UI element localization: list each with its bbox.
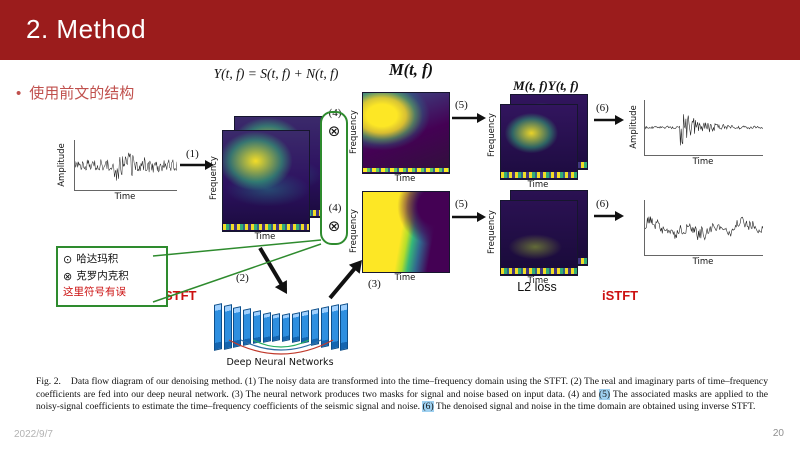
- page-number: 20: [772, 428, 784, 439]
- masked-bottom-frequency-axis-label: Frequency: [487, 210, 497, 254]
- arrow-step-2: [258, 246, 287, 294]
- output-top-time-axis-label: Time: [692, 157, 714, 167]
- step-1-label: (1): [186, 148, 199, 160]
- arrow-step-6-top: [594, 115, 624, 125]
- arrow-step-5-bottom: [452, 212, 486, 222]
- stft-frequency-axis-label: Frequency: [209, 156, 219, 200]
- formula-mask: M(t, f): [389, 60, 433, 79]
- input-amplitude-axis-label: Amplitude: [57, 143, 67, 187]
- bullet-marker: •: [16, 85, 22, 102]
- hadamard-product-icon: ⊙: [63, 253, 73, 266]
- l2-loss-label: L2 loss: [517, 280, 557, 294]
- noise-mask-image: [362, 191, 450, 273]
- slide-date: 2022/9/7: [14, 429, 53, 440]
- step-6-label-top: (6): [596, 102, 609, 114]
- step-6-label-bottom: (6): [596, 198, 609, 210]
- masked-top-time-axis-label: Time: [527, 180, 549, 190]
- masked-bottom-time-axis-label: Time: [527, 276, 549, 286]
- step-2-label: (2): [236, 272, 249, 284]
- mask-top-time-axis-label: Time: [394, 174, 416, 184]
- bullet-text: 使用前文的结构: [29, 85, 135, 102]
- legend-box: ⊙ 哈达玛积 ⊗ 克罗内克积 这里符号有误: [56, 246, 168, 307]
- legend-hadamard: ⊙ 哈达玛积: [63, 252, 161, 269]
- dnn-layer-block: [340, 303, 349, 351]
- input-time-axis-label: Time: [114, 192, 136, 202]
- masked-top-frequency-axis-label: Frequency: [487, 113, 497, 157]
- mask-bottom-frequency-axis-label: Frequency: [349, 209, 359, 253]
- slide-title: 2. Method: [26, 14, 147, 44]
- dnn-layer-block: [213, 303, 222, 351]
- legend-note: 这里符号有误: [63, 286, 126, 298]
- arrow-step-6-bottom: [594, 211, 624, 221]
- caption-text-3: The denoised signal and noise in the tim…: [433, 401, 756, 413]
- kronecker-product-icon: ⊗: [63, 269, 73, 283]
- formula-masked-output: M(t, f)Y(t, f): [513, 78, 579, 93]
- istft-label: iSTFT: [602, 288, 639, 303]
- masked-noise-spectrogram-front: [500, 200, 578, 276]
- step-5-label-bottom: (5): [455, 198, 468, 210]
- step-4-label-top: (4): [328, 107, 342, 119]
- multiply-icon: ⊗: [327, 217, 341, 235]
- input-waveform: [75, 152, 177, 181]
- bullet-line: • 使用前文的结构: [16, 82, 134, 103]
- legend-hadamard-text: 哈达玛积: [76, 253, 119, 266]
- legend-kronecker: ⊗ 克罗内克积: [63, 269, 161, 286]
- slide-header: 2. Method: [0, 0, 800, 60]
- arrow-step-3: [328, 260, 362, 300]
- mask-bottom-time-axis-label: Time: [394, 273, 416, 283]
- arrow-step-5-top: [452, 113, 486, 123]
- step-5-label-top: (5): [455, 99, 468, 111]
- dnn-skip-connections: [228, 339, 334, 355]
- denoised-signal-plot: [644, 100, 763, 156]
- separated-noise-waveform: [645, 216, 763, 241]
- input-waveform-plot: [74, 140, 177, 191]
- step-4-label-bottom: (4): [328, 202, 342, 214]
- caption-text-2: The associated masks are applied to the …: [36, 388, 769, 413]
- output-amplitude-axis-label: Amplitude: [629, 105, 639, 149]
- caption-text-1: Data flow diagram of our denoising metho…: [36, 376, 768, 400]
- step-3-label: (3): [368, 278, 381, 290]
- denoised-signal-waveform: [645, 114, 763, 146]
- mask-top-frequency-axis-label: Frequency: [349, 110, 359, 154]
- multiply-icon: ⊗: [327, 122, 341, 140]
- caption-highlight-6: (6): [422, 401, 434, 413]
- figure-caption: Fig. 2. Data flow diagram of our denoisin…: [36, 376, 768, 414]
- output-bottom-time-axis-label: Time: [692, 257, 714, 267]
- noisy-spectrogram-front: [222, 130, 310, 232]
- separated-noise-plot: [644, 200, 763, 256]
- caption-highlight-5: (5): [598, 388, 611, 400]
- legend-kronecker-text: 克罗内克积: [76, 269, 129, 282]
- signal-mask-image: [362, 92, 450, 174]
- formula-noisy-input: Y(t, f) = S(t, f) + N(t, f): [213, 66, 339, 81]
- caption-fig-label: Fig. 2.: [36, 376, 61, 387]
- dnn-label: Deep Neural Networks: [226, 357, 334, 368]
- stft-label: STFT: [164, 288, 197, 303]
- masked-signal-spectrogram-front: [500, 104, 578, 180]
- stft-time-axis-label: Time: [254, 232, 276, 242]
